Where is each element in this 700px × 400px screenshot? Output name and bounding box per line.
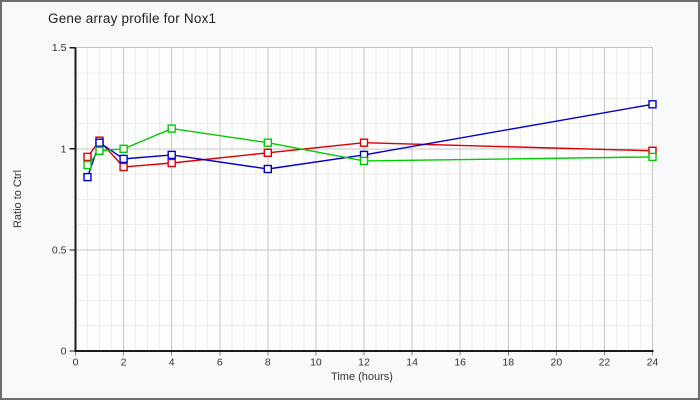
x-tick-label: 18 <box>502 357 514 369</box>
green-series-marker <box>119 144 128 154</box>
blue-series-marker <box>263 164 272 174</box>
y-tick-label: 1.5 <box>52 42 67 54</box>
x-tick-label: 6 <box>217 357 223 369</box>
x-axis-label: Time (hours) <box>331 371 393 383</box>
green-series-marker <box>167 124 176 133</box>
x-tick-label: 4 <box>169 357 175 369</box>
green-series-marker <box>95 146 104 156</box>
red-series-marker <box>167 158 176 168</box>
y-tick-label: 0.5 <box>52 244 67 256</box>
x-tick-label: 16 <box>454 357 466 369</box>
blue-series-marker <box>119 154 128 164</box>
page-title: Gene array profile for Nox1 <box>48 11 217 26</box>
red-series-marker <box>359 138 369 147</box>
x-tick-label: 22 <box>599 357 611 369</box>
x-tick-label: 8 <box>265 357 271 369</box>
x-tick-label: 20 <box>550 357 562 369</box>
blue-series-marker <box>95 138 104 147</box>
x-tick-label: 10 <box>310 357 322 369</box>
green-series-marker <box>648 152 657 162</box>
green-series-marker <box>359 156 369 166</box>
x-tick-label: 24 <box>647 357 659 369</box>
x-tick-label: 2 <box>121 357 127 369</box>
y-tick-label: 1 <box>61 143 67 155</box>
red-series-marker <box>263 148 272 158</box>
x-tick-label: 14 <box>406 357 418 369</box>
y-axis-label: Ratio to Ctrl <box>12 169 24 229</box>
y-tick-label: 0 <box>61 346 67 358</box>
green-series-marker <box>263 138 272 147</box>
x-tick-label: 0 <box>73 357 79 369</box>
red-series-marker <box>119 162 128 172</box>
blue-series-marker <box>83 172 92 182</box>
x-tick-label: 12 <box>358 357 370 369</box>
blue-series-marker <box>648 100 657 109</box>
blue-series-marker <box>167 150 176 160</box>
green-series-marker <box>83 160 92 170</box>
red-series-marker <box>83 152 92 162</box>
